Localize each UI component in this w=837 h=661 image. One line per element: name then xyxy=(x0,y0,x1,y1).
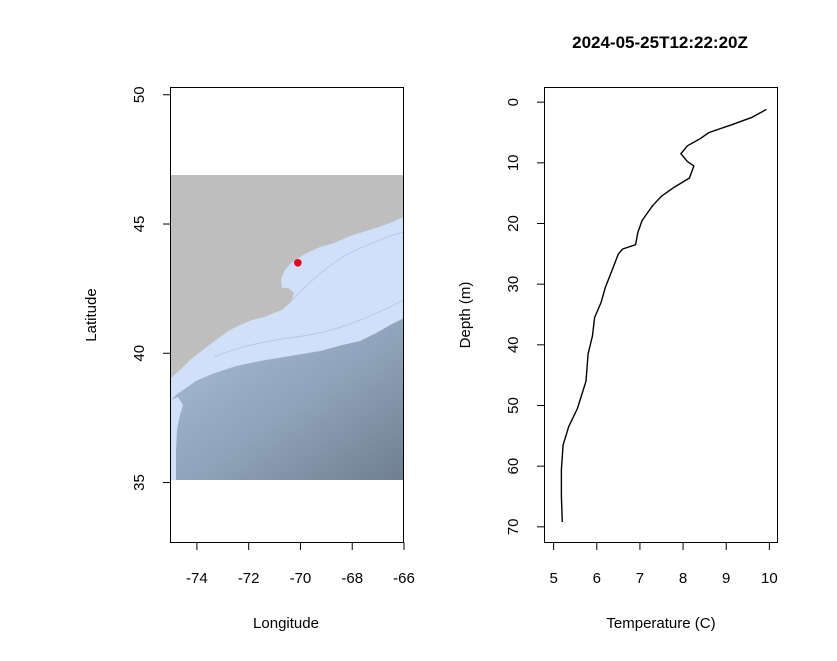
map-y-tick-label: 45 xyxy=(131,216,148,233)
shelf-near-edge xyxy=(171,397,183,480)
shelf-contour xyxy=(291,231,404,301)
profile-y-axis: 0 10 20 30 40 50 60 70 xyxy=(505,98,545,535)
deep-ocean xyxy=(171,318,404,480)
map-x-tick-label: -72 xyxy=(238,570,260,587)
map-panel: -74 -72 -70 -68 -66 35 40 45 50 Longitude Latit… xyxy=(83,86,415,632)
profile-y-tick-label: 0 xyxy=(505,98,522,106)
station-marker xyxy=(294,258,302,267)
profile-x-label: Temperature (C) xyxy=(606,615,715,632)
map-x-tick-label: -70 xyxy=(290,570,312,587)
profile-panel: 2024-05-25T12:22:20Z 5 6 7 8 9 10 0 10 20 30 40 50… xyxy=(457,33,778,632)
map-y-tick-label: 50 xyxy=(131,86,148,103)
profile-x-tick-label: 10 xyxy=(761,570,778,587)
profile-y-tick-label: 50 xyxy=(505,397,522,414)
profile-y-tick-label: 70 xyxy=(505,518,522,535)
map-x-tick-label: -66 xyxy=(393,570,415,587)
continental-shelf xyxy=(171,217,404,400)
profile-y-tick-label: 30 xyxy=(505,276,522,293)
profile-x-axis: 5 6 7 8 9 10 xyxy=(549,542,778,587)
profile-y-tick-label: 10 xyxy=(505,154,522,171)
map-x-label: Longitude xyxy=(253,615,319,632)
map-y-label: Latitude xyxy=(83,288,100,341)
map-y-tick-label: 40 xyxy=(131,345,148,362)
profile-title: 2024-05-25T12:22:20Z xyxy=(572,33,748,52)
map-x-axis: -74 -72 -70 -68 -66 xyxy=(186,542,415,587)
profile-x-tick-label: 6 xyxy=(593,570,601,587)
profile-x-tick-label: 7 xyxy=(636,570,644,587)
profile-y-label: Depth (m) xyxy=(457,282,474,349)
bay-of-fundy xyxy=(395,217,404,244)
profile-x-tick-label: 5 xyxy=(549,570,557,587)
shelf-contour-2 xyxy=(213,299,404,358)
profile-y-tick-label: 40 xyxy=(505,336,522,353)
profile-y-tick-label: 60 xyxy=(505,458,522,475)
profile-x-tick-label: 8 xyxy=(679,570,687,587)
map-y-tick-label: 35 xyxy=(131,474,148,491)
temperature-profile-line xyxy=(560,108,767,523)
profile-x-tick-label: 9 xyxy=(722,570,730,587)
map-x-tick-label: -74 xyxy=(186,570,208,587)
map-image xyxy=(171,175,404,480)
profile-y-tick-label: 20 xyxy=(505,215,522,232)
profile-plot-box xyxy=(544,87,778,543)
map-y-axis: 35 40 45 50 xyxy=(131,86,171,491)
map-x-tick-label: -68 xyxy=(341,570,363,587)
